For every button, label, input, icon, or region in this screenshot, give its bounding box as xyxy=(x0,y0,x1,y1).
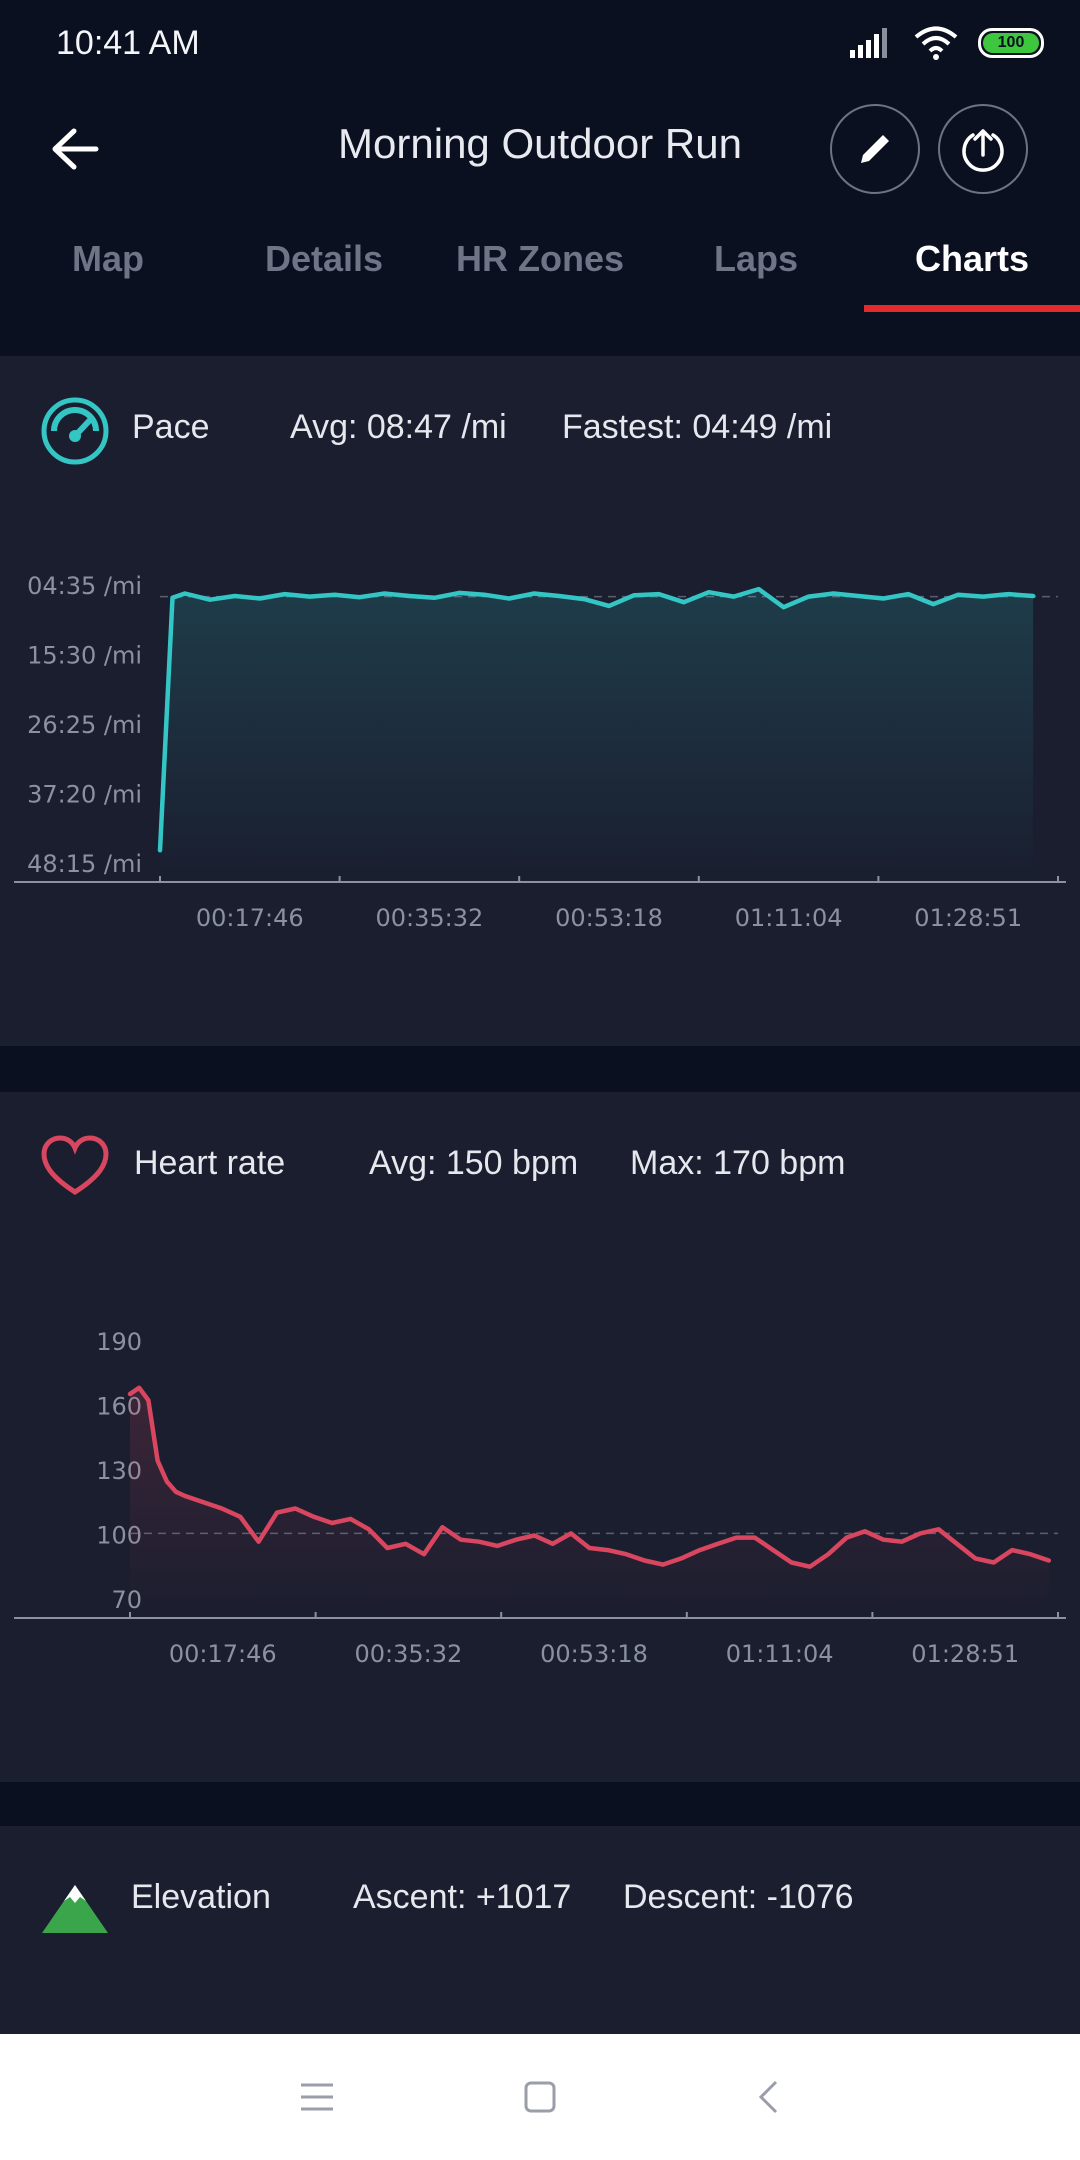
pace-y-tick-label: 37:20 /mi xyxy=(27,781,142,809)
page-title: Morning Outdoor Run xyxy=(338,120,742,167)
app-bar: Morning Outdoor Run xyxy=(0,90,1080,210)
pace-header: Pace Avg: 08:47 /mi Fastest: 04:49 /mi xyxy=(0,356,1080,506)
home-icon xyxy=(524,2081,556,2113)
elevation-header: Elevation Ascent: +1017 Descent: -1076 xyxy=(0,1826,1080,1976)
pace-y-tick-label: 04:35 /mi xyxy=(27,572,142,600)
tab-laps[interactable]: Laps xyxy=(713,238,799,279)
status-bar: 10:41 AM 100 xyxy=(0,0,1080,90)
pencil-icon xyxy=(861,135,889,163)
tab-bar: Map Details HR Zones Laps Charts xyxy=(0,210,1080,315)
menu-button[interactable] xyxy=(287,2072,347,2122)
elevation-card: Elevation Ascent: +1017 Descent: -1076 xyxy=(0,1826,1080,2034)
edit-button[interactable] xyxy=(830,104,920,194)
heart-series-line xyxy=(127,1385,1052,1569)
pace-y-tick-label: 15:30 /mi xyxy=(27,642,142,670)
pace-label: Pace xyxy=(132,408,210,446)
tab-details[interactable]: Details xyxy=(264,238,384,279)
wifi-icon xyxy=(914,26,958,60)
share-button[interactable] xyxy=(938,104,1028,194)
pace-area xyxy=(160,589,1034,882)
tab-hr-zones[interactable]: HR Zones xyxy=(455,238,624,279)
heart-area xyxy=(130,1387,1049,1618)
pace-x-tick-label: 00:17:46 xyxy=(196,904,304,932)
tab-charts[interactable]: Charts xyxy=(914,238,1030,279)
heart-max: Max: 170 bpm xyxy=(630,1144,846,1182)
heart-x-tick-label: 00:53:18 xyxy=(540,1640,648,1668)
elevation-descent: Descent: -1076 xyxy=(623,1878,854,1916)
system-nav-bar xyxy=(0,2034,1080,2160)
pace-x-tick-label: 00:53:18 xyxy=(555,904,663,932)
pace-series-line xyxy=(157,586,1036,853)
heart-label: Heart rate xyxy=(134,1144,286,1182)
back-nav-button[interactable] xyxy=(738,2072,798,2122)
pace-chart: 04:35 /mi 15:30 /mi 26:25 /mi 37:20 /mi 48:1… xyxy=(14,572,1066,932)
battery-level: 100 xyxy=(983,33,1039,53)
pace-avg: Avg: 08:47 /mi xyxy=(290,408,507,446)
battery-icon: 100 xyxy=(978,28,1044,58)
heart-x-tick-label: 00:35:32 xyxy=(355,1640,463,1668)
upload-icon xyxy=(962,129,1004,172)
heart-card: Heart rate Avg: 150 bpm Max: 170 bpm 190… xyxy=(0,1092,1080,1782)
elevation-label: Elevation xyxy=(131,1878,271,1916)
heart-icon xyxy=(41,1135,109,1195)
heart-x-tick-label: 01:11:04 xyxy=(726,1640,834,1668)
heart-y-tick-label: 190 xyxy=(96,1328,142,1356)
status-time: 10:41 AM xyxy=(56,24,200,62)
status-icons: 100 xyxy=(850,26,1044,60)
pace-y-tick-label: 26:25 /mi xyxy=(27,711,142,739)
pace-fastest: Fastest: 04:49 /mi xyxy=(562,408,833,446)
tab-indicator xyxy=(864,305,1080,312)
arrow-left-icon xyxy=(52,128,99,170)
mountain-icon xyxy=(42,1885,108,1933)
tab-map[interactable]: Map xyxy=(72,238,144,279)
pace-card: Pace Avg: 08:47 /mi Fastest: 04:49 /mi 0… xyxy=(0,356,1080,1046)
menu-icon xyxy=(301,2083,333,2111)
speedometer-icon xyxy=(41,397,109,465)
heart-header: Heart rate Avg: 150 bpm Max: 170 bpm xyxy=(0,1092,1080,1242)
elevation-ascent: Ascent: +1017 xyxy=(353,1878,572,1916)
back-icon xyxy=(758,2080,778,2114)
pace-x-tick-label: 01:28:51 xyxy=(914,904,1022,932)
pace-x-tick-label: 01:11:04 xyxy=(735,904,843,932)
home-button[interactable] xyxy=(510,2072,570,2122)
pace-x-tick-label: 00:35:32 xyxy=(376,904,484,932)
heart-x-tick-label: 01:28:51 xyxy=(911,1640,1019,1668)
signal-icon xyxy=(850,28,887,58)
back-button[interactable] xyxy=(40,114,110,184)
heart-x-tick-label: 00:17:46 xyxy=(169,1640,277,1668)
heart-avg: Avg: 150 bpm xyxy=(369,1144,579,1182)
pace-y-tick-label: 48:15 /mi xyxy=(27,850,142,878)
